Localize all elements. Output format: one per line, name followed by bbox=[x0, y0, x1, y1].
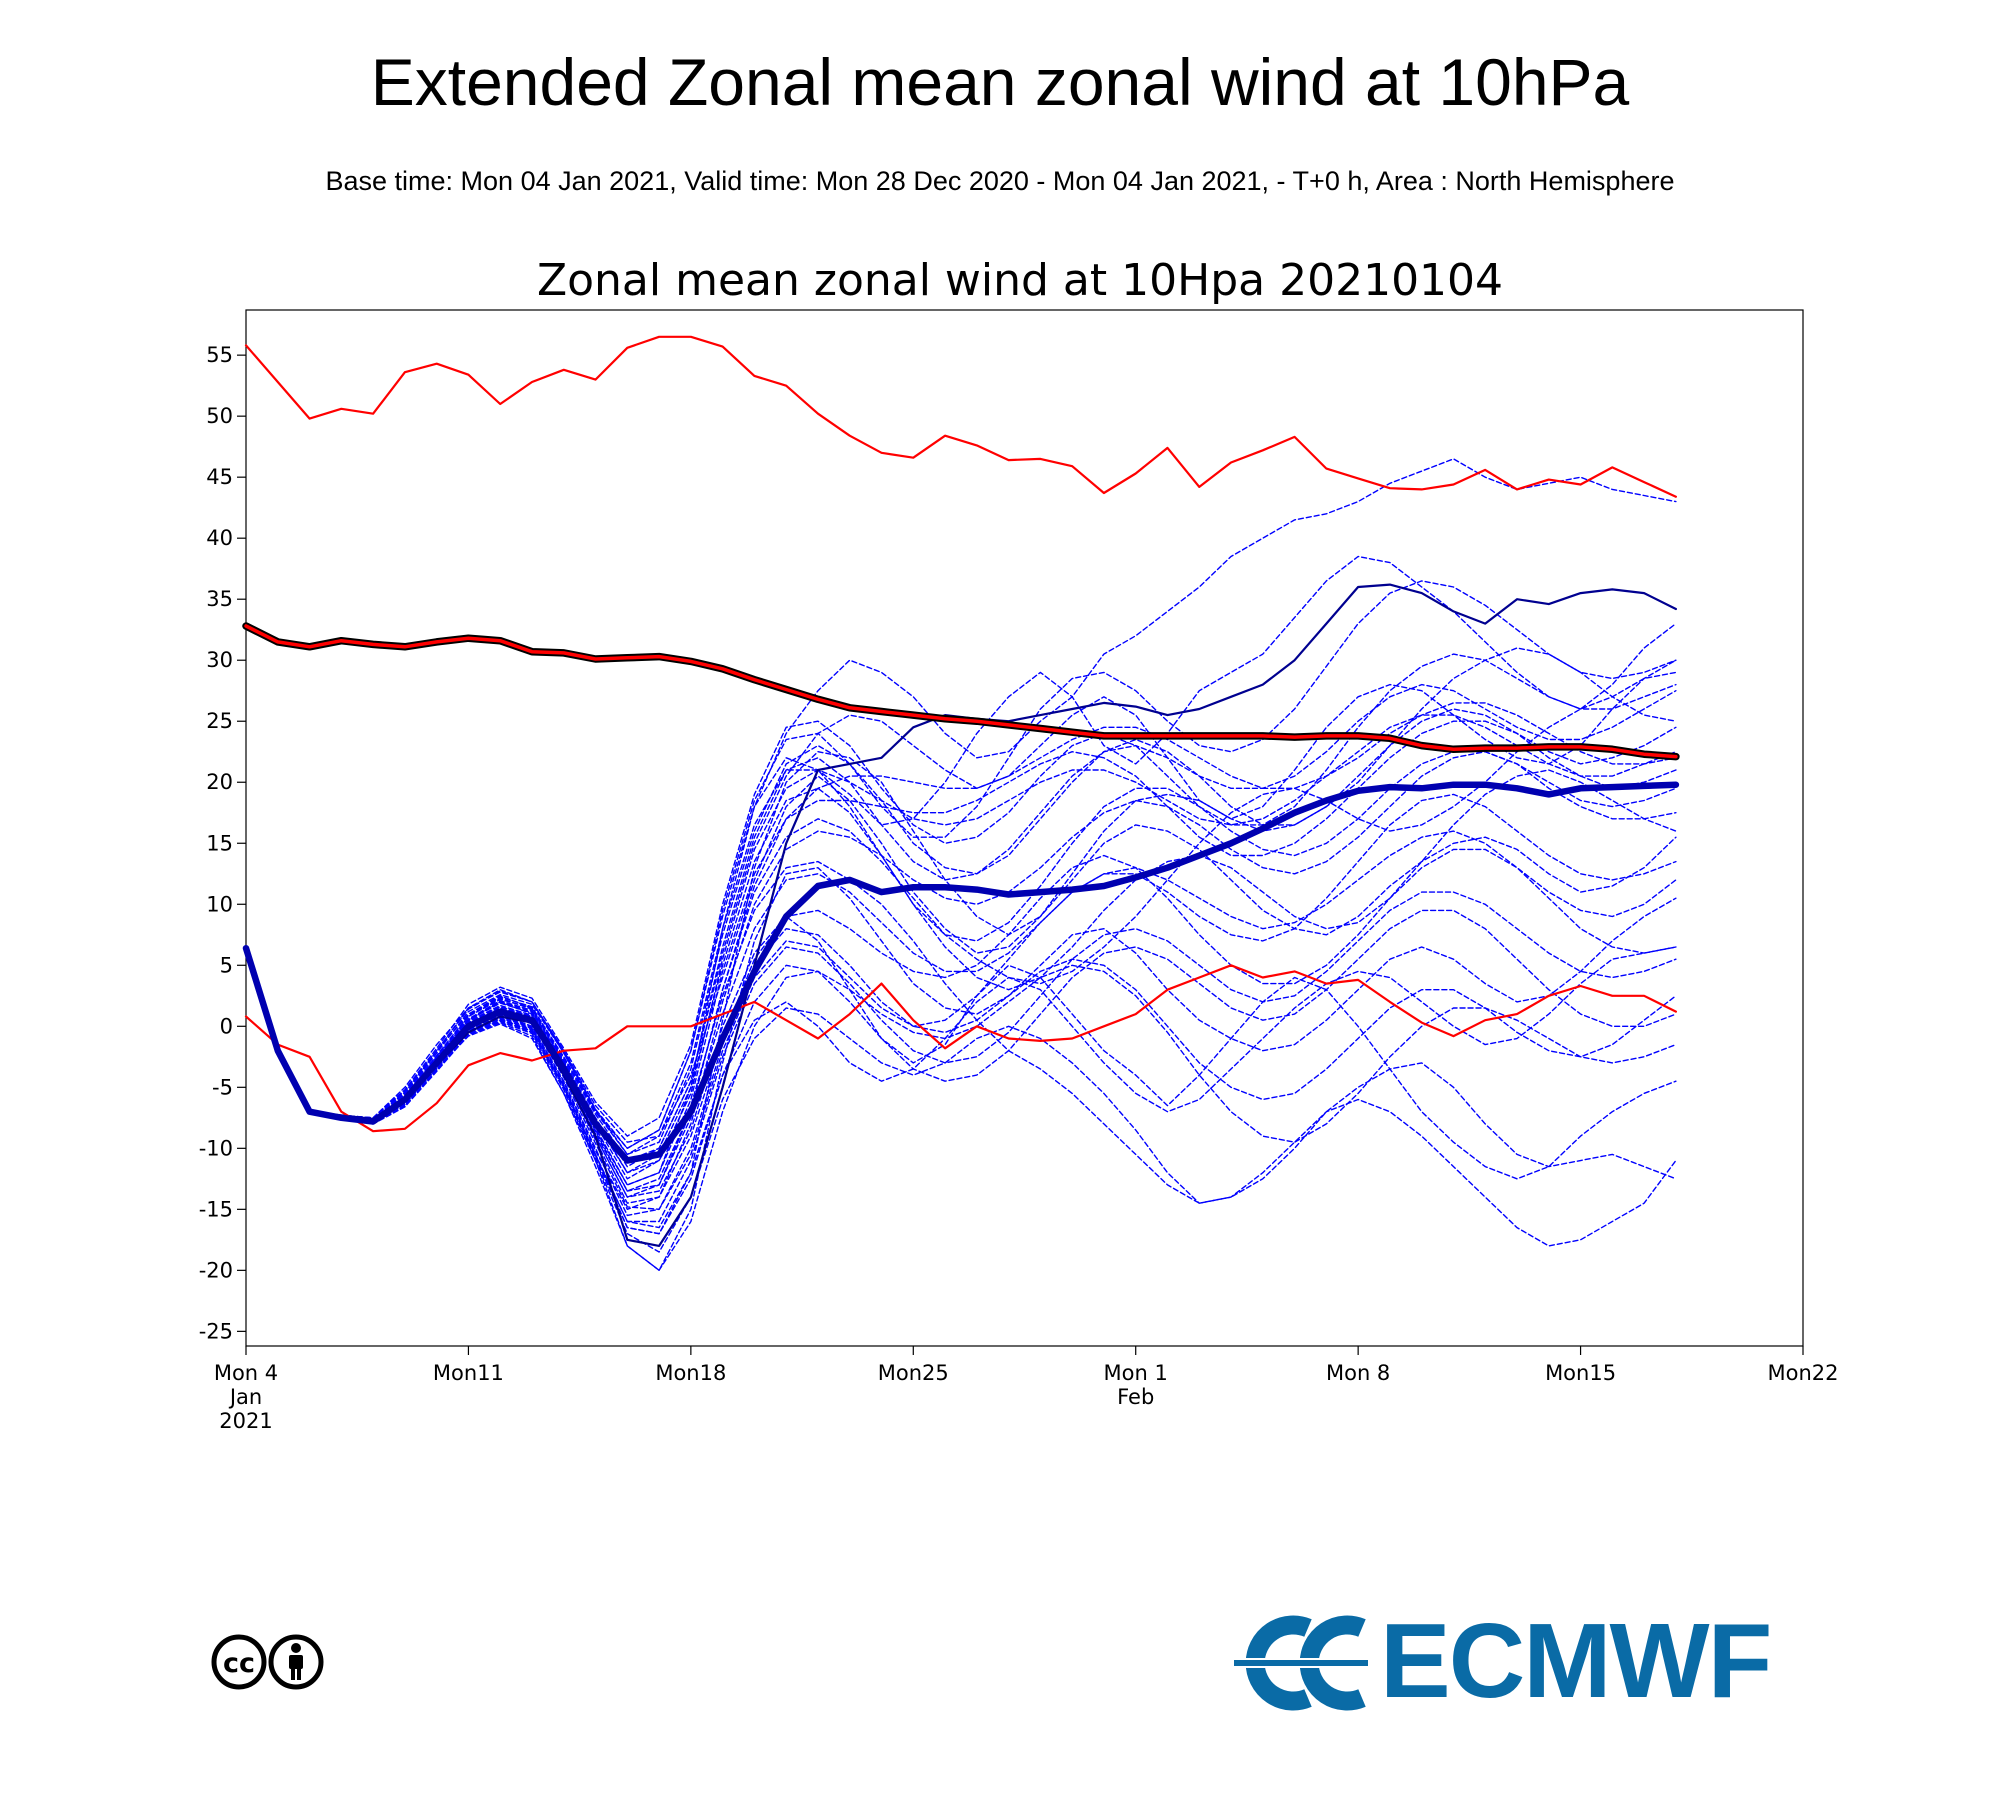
x-tick-label: Mon 1 bbox=[1104, 1361, 1168, 1385]
creative-commons-by-icon: cc bbox=[211, 1634, 324, 1690]
series-line-ensemble-mean-3 bbox=[242, 781, 1680, 1164]
y-tick-label: 45 bbox=[206, 465, 233, 489]
y-axis: -25 -20 -15 -10 -5 0 5 10 15 20 25 30 35 40 45 50 55 bbox=[199, 343, 246, 1343]
series-line-ensemble-member-5 bbox=[245, 458, 1677, 1186]
y-tick-label: -20 bbox=[199, 1258, 233, 1282]
y-tick-label: 25 bbox=[206, 709, 233, 733]
x-tick-label: 2021 bbox=[219, 1409, 272, 1433]
series-line-ensemble-member-32 bbox=[245, 909, 1677, 1235]
series-line-ensemble-member-10 bbox=[245, 860, 1677, 1204]
y-tick-label: 10 bbox=[206, 892, 233, 916]
series-line-ensemble-member-22 bbox=[245, 720, 1677, 1186]
series-line-ensemble-member-29 bbox=[245, 714, 1677, 1174]
y-tick-label: -10 bbox=[199, 1136, 233, 1160]
series-line-ensemble-member-20 bbox=[245, 653, 1677, 1137]
y-tick-label: 40 bbox=[206, 526, 233, 550]
series-line-ensemble-member-18 bbox=[245, 947, 1677, 1253]
ecmwf-logo-text: ECMWF bbox=[1380, 1602, 1772, 1720]
series-line-ensemble-member-12 bbox=[245, 867, 1677, 1271]
series-line-ensemble-member-26 bbox=[245, 580, 1677, 1149]
y-tick-label: 30 bbox=[206, 648, 233, 672]
series-line-ensemble-member-30 bbox=[245, 702, 1677, 1198]
chart-title: Zonal mean zonal wind at 10Hpa 20210104 bbox=[537, 255, 1503, 306]
y-tick-label: 55 bbox=[206, 343, 233, 367]
page-subtitle: Base time: Mon 04 Jan 2021, Valid time: … bbox=[325, 166, 1675, 196]
x-tick-label: Mon25 bbox=[878, 1361, 949, 1385]
series-line-ensemble-member-16 bbox=[245, 946, 1677, 1229]
x-tick-label: Feb bbox=[1117, 1385, 1154, 1409]
svg-text:cc: cc bbox=[223, 1648, 255, 1679]
series-line-inner-1 bbox=[244, 624, 1678, 759]
series-line-climatological-maximum-0 bbox=[244, 335, 1677, 498]
x-tick-label: Mon22 bbox=[1768, 1361, 1839, 1385]
series-line-ensemble-member-15 bbox=[245, 708, 1677, 1156]
series-line-ensemble-member-28 bbox=[245, 947, 1677, 1271]
series-line-ensemble-member-13 bbox=[245, 671, 1677, 1192]
y-tick-label: 50 bbox=[206, 404, 233, 428]
ecmwf-emblem-icon bbox=[1232, 1615, 1372, 1711]
series-line-ensemble-member-31 bbox=[245, 751, 1677, 1156]
x-tick-label: Mon 4 bbox=[214, 1361, 278, 1385]
y-tick-label: 20 bbox=[206, 770, 233, 794]
x-tick-label: Jan bbox=[228, 1385, 262, 1409]
series-line-ensemble-member-17 bbox=[245, 769, 1677, 1174]
series-line-ensemble-member-24 bbox=[245, 683, 1677, 1162]
y-tick-label: 5 bbox=[220, 953, 233, 977]
series-group bbox=[242, 335, 1680, 1271]
series-line-ensemble-member-8 bbox=[245, 775, 1677, 1143]
series-line-ensemble-member-6 bbox=[245, 555, 1677, 1149]
x-tick-label: Mon 8 bbox=[1326, 1361, 1390, 1385]
x-tick-label: Mon15 bbox=[1545, 1361, 1616, 1385]
y-tick-label: 35 bbox=[206, 587, 233, 611]
page-title: Extended Zonal mean zonal wind at 10hPa bbox=[370, 45, 1630, 119]
y-tick-label: -15 bbox=[199, 1197, 233, 1221]
y-tick-label: 0 bbox=[220, 1014, 233, 1038]
x-tick-label: Mon18 bbox=[655, 1361, 726, 1385]
series-line-ensemble-member-7 bbox=[245, 647, 1677, 1235]
y-tick-label: 15 bbox=[206, 831, 233, 855]
series-line-ensemble-member-11 bbox=[245, 659, 1677, 1168]
series-line-climatological-mean-1 bbox=[242, 622, 1680, 761]
series-line-ensemble-member-27 bbox=[245, 793, 1677, 1192]
plot-frame bbox=[245, 309, 1804, 1347]
series-line-ensemble-member-19 bbox=[245, 751, 1677, 1204]
series-line-ensemble-member-9 bbox=[245, 915, 1677, 1198]
series-line-climatological-minimum-2 bbox=[244, 964, 1677, 1133]
y-tick-label: -25 bbox=[199, 1319, 233, 1343]
y-tick-label: -5 bbox=[212, 1075, 233, 1099]
x-tick-label: Mon11 bbox=[433, 1361, 504, 1385]
